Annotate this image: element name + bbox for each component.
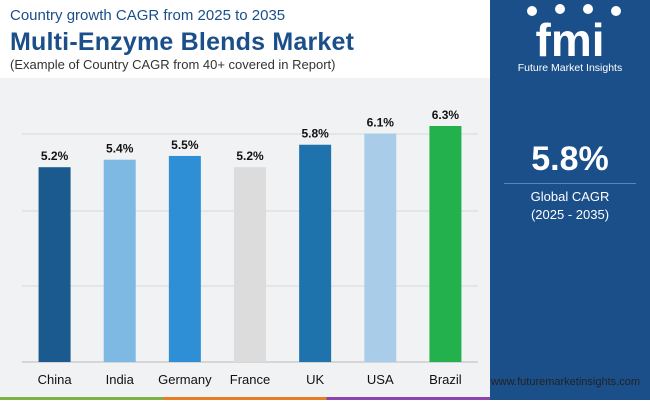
bottom-stripe [0,397,490,400]
data-label-germany: 5.5% [171,138,199,152]
bar-china [38,167,71,362]
x-tick-india: India [106,372,135,387]
bar-india [103,159,136,362]
header: Country growth CAGR from 2025 to 2035 Mu… [0,0,490,78]
data-label-china: 5.2% [41,149,69,163]
global-cagr-period: (2025 - 2035) [530,207,610,222]
x-tick-usa: USA [367,372,394,387]
bar-germany [168,155,201,362]
bar-usa [364,133,397,362]
sidebar: fmi Future Market Insights 5.8% Global C… [490,0,650,400]
data-label-brazil: 6.3% [432,108,460,122]
chart-subtitle: Country growth CAGR from 2025 to 2035 [10,7,286,24]
fmi-logo-icon: fmi [527,4,621,66]
chart-note: (Example of Country CAGR from 40+ covere… [10,57,336,72]
x-tick-china: China [38,372,73,387]
bar-brazil [429,126,462,362]
svg-text:fmi: fmi [536,14,605,62]
x-tick-france: France [230,372,270,387]
bar-chart: 5.2% China 5.4% India 5.5% Germany 5.2% France 5… [22,108,478,387]
data-label-france: 5.2% [236,149,264,163]
website-link[interactable]: www.futuremarketinsights.com [490,376,640,388]
data-label-uk: 5.8% [301,127,329,141]
logo-text: Future Market Insights [517,62,623,74]
chart-title: Multi-Enzyme Blends Market [10,28,355,56]
bar-france [234,167,266,362]
x-tick-uk: UK [306,372,324,387]
chart-area: 5.2% China 5.4% India 5.5% Germany 5.2% France 5… [0,78,490,400]
data-label-india: 5.4% [106,142,134,156]
x-tick-germany: Germany [158,372,212,387]
x-tick-brazil: Brazil [429,372,462,387]
data-label-usa: 6.1% [367,115,395,129]
fmi-logo: fmi Future Market Insights [490,0,650,78]
bar-uk [299,144,332,362]
global-cagr-value: 5.8% [531,140,609,178]
global-cagr-label: Global CAGR [530,189,610,204]
kpi-divider [504,183,636,184]
